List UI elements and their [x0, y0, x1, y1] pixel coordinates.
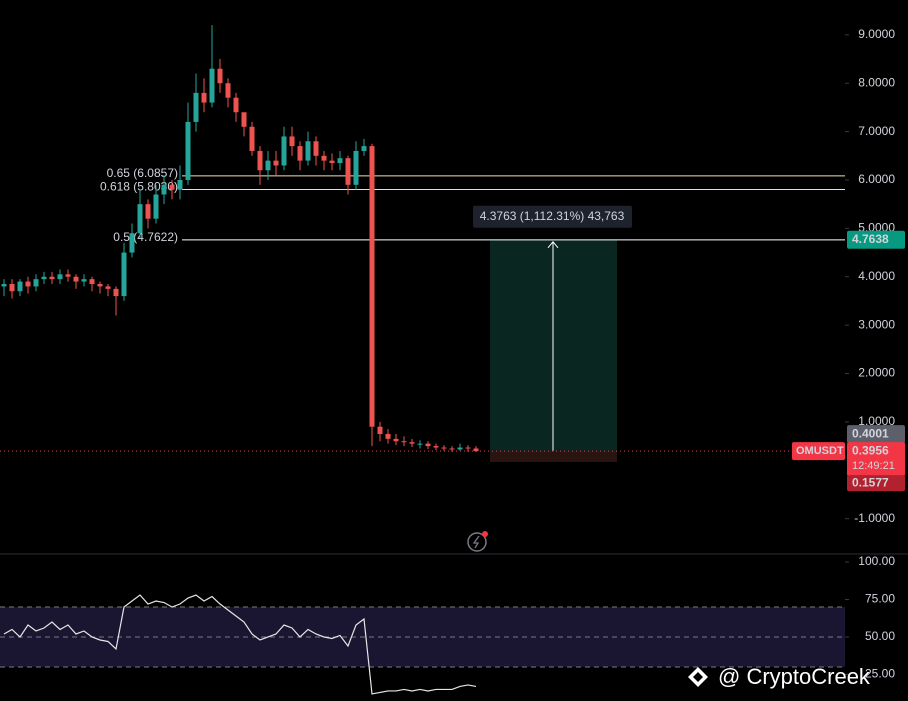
candle-body: [369, 146, 375, 427]
price-tag: [847, 230, 905, 249]
last-price-label: 0.3956: [852, 443, 889, 457]
measure-label: 4.3763 (1,112.31%) 43,763: [480, 209, 625, 223]
price-tag: [847, 425, 905, 444]
fib-label: 0.65 (6.0857): [107, 166, 178, 180]
candle-body: [161, 184, 167, 195]
candle-body: [329, 160, 335, 164]
candle-body: [137, 204, 143, 234]
candle-body: [129, 233, 135, 253]
candle-body: [185, 121, 191, 180]
symbol-label: OMUSDT: [796, 445, 844, 457]
candle-body: [33, 279, 39, 287]
y-tick-label: 75.00: [865, 592, 895, 606]
candle-body: [433, 446, 439, 448]
candle-body: [25, 281, 31, 287]
candle-body: [217, 68, 223, 84]
replay-icon[interactable]: [467, 531, 488, 552]
candle-body: [177, 179, 183, 190]
candle-body: [449, 448, 455, 450]
candle-body: [425, 443, 431, 447]
candle-body: [105, 286, 111, 289]
y-tick-label: 100.00: [858, 554, 895, 568]
y-tick-label: 50.00: [865, 629, 895, 643]
candle-body: [321, 155, 327, 161]
candle-body: [441, 447, 447, 449]
candle-body: [113, 288, 119, 297]
candle-body: [9, 283, 15, 292]
candle-body: [273, 160, 279, 166]
candle-body: [409, 442, 415, 444]
y-tick-label: 25.00: [865, 667, 895, 681]
watermark: @ CryptoCreek: [718, 664, 871, 689]
candle-body: [1, 283, 7, 287]
low-tag-label: 0.1577: [852, 475, 889, 489]
candle-body: [281, 136, 287, 166]
last-price-tag: [847, 442, 905, 477]
y-tick-label: 1.0000: [858, 414, 895, 428]
measure-arrowhead: [547, 241, 559, 249]
measure-label-box: [473, 205, 632, 228]
candle-body: [465, 447, 471, 449]
y-tick-label: 9.0000: [858, 27, 895, 41]
candle-body: [57, 274, 63, 280]
stop-zone: [490, 450, 617, 462]
candle-body: [49, 276, 55, 280]
candle-body: [81, 279, 87, 282]
candle-body: [201, 92, 207, 103]
candle-body: [393, 438, 399, 442]
y-tick-label: 7.0000: [858, 124, 895, 138]
candle-body: [305, 141, 311, 161]
candle-body: [345, 158, 351, 185]
candle-body: [257, 150, 263, 171]
candle-body: [193, 92, 199, 122]
candle-body: [97, 283, 103, 287]
candle-body: [121, 252, 127, 297]
candle-body: [73, 276, 79, 282]
candle-body: [313, 141, 319, 156]
candle-body: [233, 97, 239, 113]
candle-body: [353, 150, 359, 185]
plot: 9.00008.00007.00006.00005.00004.00003.00…: [0, 25, 905, 695]
candle-body: [241, 112, 247, 127]
y-tick-label: 6.0000: [858, 172, 895, 186]
candle-body: [209, 68, 215, 103]
symbol-tag: [792, 442, 845, 461]
price-tag-label: 4.7638: [852, 232, 889, 246]
price-tag-label: 0.4001: [852, 426, 889, 440]
candle-body: [41, 276, 47, 280]
candle-body: [225, 83, 231, 98]
candle-body: [169, 184, 175, 190]
y-tick-label: 3.0000: [858, 317, 895, 331]
candle-body: [17, 281, 23, 292]
candle-body: [417, 443, 423, 445]
watermark-logo: [688, 667, 708, 687]
candle-body: [361, 146, 367, 151]
candle-body: [289, 136, 295, 147]
candle-body: [337, 158, 343, 164]
low-tag: [847, 475, 905, 492]
candle-body: [401, 441, 407, 443]
candle-body: [145, 204, 151, 219]
candle-body: [297, 146, 303, 161]
y-tick-label: -1.0000: [854, 511, 895, 525]
countdown: 12:49:21: [852, 460, 895, 472]
candle-body: [473, 448, 479, 452]
candle-body: [249, 126, 255, 151]
candle-body: [265, 160, 271, 171]
rsi-line: [3, 594, 477, 695]
candle-body: [65, 274, 71, 277]
candle-body: [89, 279, 95, 284]
y-tick-label: 4.0000: [858, 269, 895, 283]
fib-label: 0.618 (5.8030): [100, 180, 178, 194]
candle-body: [377, 426, 383, 434]
candle-body: [457, 447, 463, 450]
y-tick-label: 8.0000: [858, 75, 895, 89]
y-tick-label: 2.0000: [858, 366, 895, 380]
candle-body: [153, 194, 159, 219]
fib-label: 0.5 (4.7622): [113, 230, 178, 244]
candle-body: [385, 433, 391, 439]
